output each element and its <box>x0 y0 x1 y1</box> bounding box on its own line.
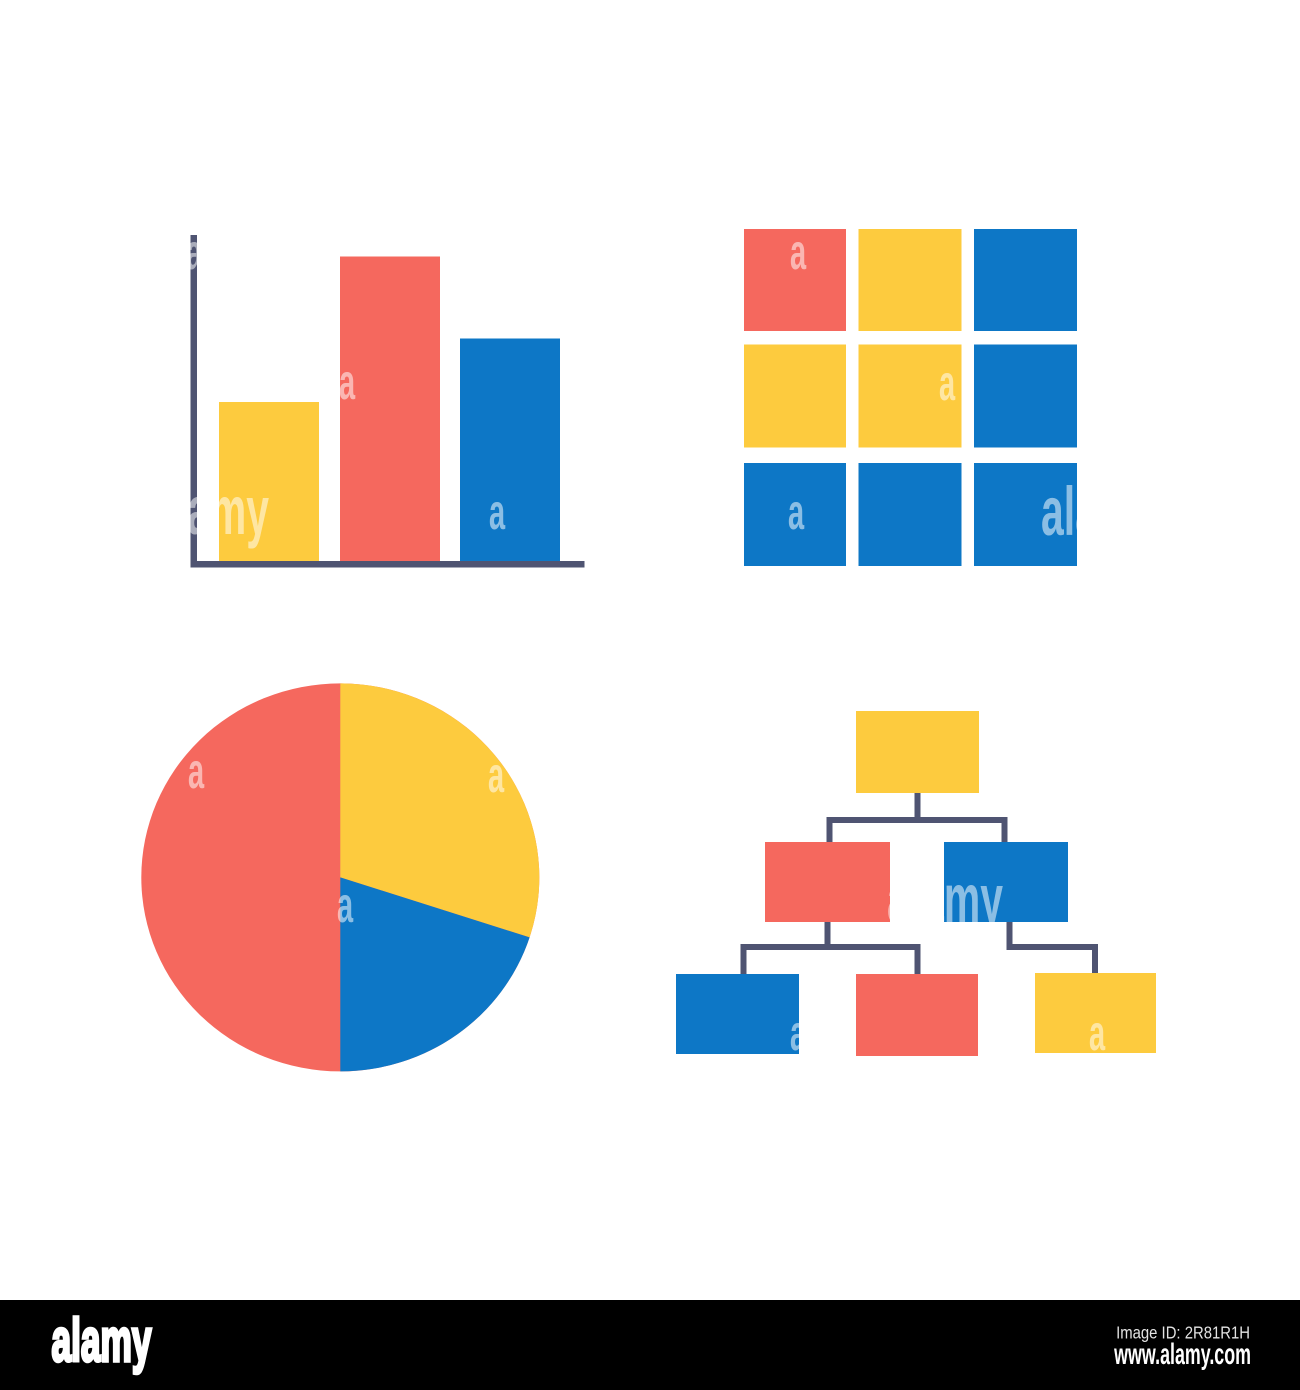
svg-text:alamy: alamy <box>887 861 1003 938</box>
svg-text:a: a <box>339 354 355 410</box>
svg-text:alamy: alamy <box>1041 474 1157 551</box>
svg-text:alamy: alamy <box>52 1307 152 1374</box>
svg-text:a: a <box>488 747 504 803</box>
svg-text:a: a <box>788 484 804 540</box>
svg-text:a: a <box>790 1005 806 1061</box>
svg-text:a: a <box>790 224 806 280</box>
svg-text:a: a <box>489 484 505 540</box>
svg-text:a: a <box>337 877 353 933</box>
svg-text:www.alamy.com: www.alamy.com <box>1113 1339 1251 1372</box>
svg-text:a: a <box>186 224 202 280</box>
svg-text:a: a <box>939 355 955 411</box>
svg-text:Image ID: 2R81R1H: Image ID: 2R81R1H <box>1116 1323 1250 1342</box>
svg-text:a: a <box>1089 1005 1105 1061</box>
svg-text:alamy: alamy <box>153 473 269 550</box>
svg-text:a: a <box>188 743 204 799</box>
